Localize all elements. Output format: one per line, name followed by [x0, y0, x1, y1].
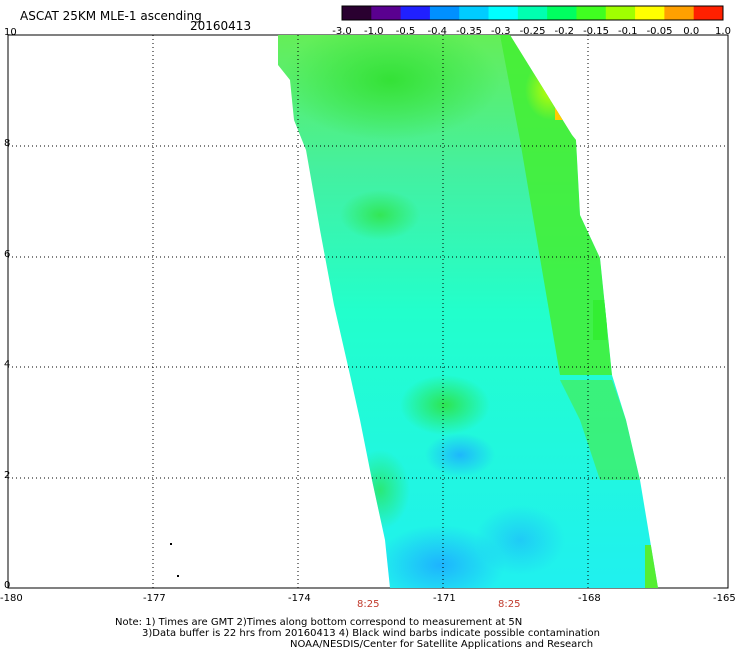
colorbar-label: -0.5 [396, 26, 416, 37]
colorbar-segment [429, 6, 460, 20]
marker-dot [170, 543, 172, 545]
colorbar-label: -0.15 [583, 26, 609, 37]
colorbar-segment [664, 6, 695, 20]
y-tick-label: 0 [4, 580, 11, 591]
colorbar-segment [693, 6, 724, 20]
x-tick-label: -174 [288, 593, 311, 604]
colorbar-segment [371, 6, 402, 20]
colorbar-segment [400, 6, 431, 20]
map-title: ASCAT 25KM MLE-1 ascending [20, 9, 202, 23]
note-line-2: 3)Data buffer is 22 hrs from 20160413 4)… [142, 628, 600, 639]
colorbar-segment [635, 6, 665, 20]
x-tick-label: -177 [143, 593, 166, 604]
colorbar-label: -0.1 [618, 26, 638, 37]
note-line-1: Note: 1) Times are GMT 2)Times along bot… [115, 617, 523, 628]
marker-dot [177, 575, 179, 577]
x-tick-label: -168 [578, 593, 601, 604]
wind-swath [278, 35, 658, 588]
colorbar: -3.0 -1.0 -0.5 -0.4 -0.35 -0.3 -0.25 -0.2 -0.15-… [332, 5, 731, 37]
graticule [8, 35, 728, 588]
time-label: 8:25 [498, 599, 521, 610]
colorbar-label: -0.35 [456, 26, 482, 37]
colorbar-segment [488, 6, 519, 20]
colorbar-segment [576, 6, 607, 20]
colorbar-label: -0.05 [647, 26, 673, 37]
x-tick-label: -180 [0, 593, 23, 604]
colorbar-label: 1.0 [715, 26, 731, 37]
colorbar-segment [459, 6, 490, 20]
time-label: 8:25 [357, 599, 380, 610]
colorbar-frame [341, 5, 724, 21]
y-tick-label: 4 [4, 359, 11, 370]
colorbar-label: -3.0 [332, 26, 352, 37]
y-tick-label: 2 [4, 470, 11, 481]
x-tick-label: -171 [433, 593, 456, 604]
colorbar-segment [517, 6, 548, 20]
y-tick-label: 10 [4, 27, 17, 38]
colorbar-label: -1.0 [364, 26, 384, 37]
y-tick-label: 8 [4, 138, 11, 149]
colorbar-label: -0.4 [427, 26, 447, 37]
colorbar-segment [547, 6, 577, 20]
colorbar-segment [605, 6, 636, 20]
colorbar-label: 0.0 [683, 26, 699, 37]
x-tick-label: -165 [713, 593, 736, 604]
colorbar-segment [342, 6, 372, 20]
y-tick-label: 6 [4, 249, 11, 260]
note-line-3: NOAA/NESDIS/Center for Satellite Applica… [290, 639, 594, 650]
map-date: 20160413 [190, 19, 252, 33]
colorbar-label: -0.3 [491, 26, 511, 37]
colorbar-label: -0.2 [554, 26, 574, 37]
colorbar-label: -0.25 [520, 26, 546, 37]
